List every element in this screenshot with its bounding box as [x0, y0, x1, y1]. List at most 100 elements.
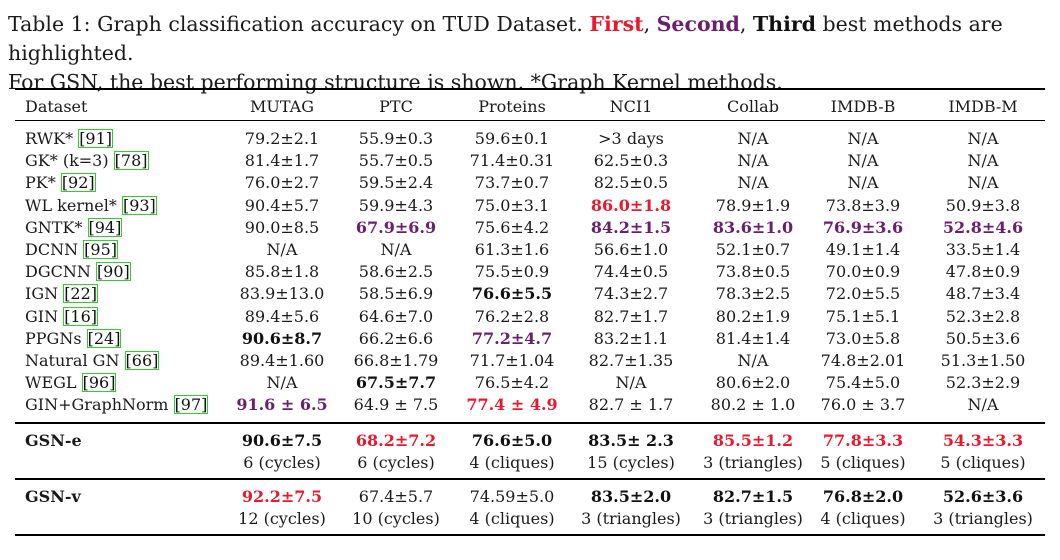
citation-link[interactable]: [16] [63, 306, 99, 326]
accuracy-cell: 90.6±7.5 [241, 431, 323, 450]
header-dataset: Dataset [25, 97, 88, 116]
accuracy-cell: 48.7±3.4 [945, 284, 1021, 304]
accuracy-cell: 81.4±1.4 [715, 328, 791, 348]
accuracy-cell: N/A [847, 129, 879, 148]
citation-link[interactable]: [66] [124, 351, 160, 370]
accuracy-cell: 67.5±7.7 [355, 373, 437, 393]
method-label: GK* (k=3) [25, 151, 114, 171]
caption-separator: , [739, 12, 753, 36]
table-row: DCNN [95] N/A N/A 61.3±1.6 56.6±1.0 52.1±0.7 4… [0, 239, 1060, 261]
header-cell: IMDB-M [948, 97, 1018, 116]
accuracy-cell: N/A [847, 173, 879, 193]
structure-cell: 5 (cliques) [940, 453, 1026, 472]
accuracy-cell: 80.6±2.0 [715, 373, 791, 393]
citation-link[interactable]: [92] [60, 173, 96, 193]
accuracy-cell: 72.0±5.5 [825, 284, 901, 304]
accuracy-cell: 58.6±2.5 [358, 262, 434, 282]
structure-cell: 3 (triangles) [581, 509, 681, 528]
structure-cell: 12 (cycles) [238, 509, 326, 528]
accuracy-cell: 52.1±0.7 [715, 240, 791, 259]
structure-cell: 4 (cliques) [820, 509, 906, 528]
citation-link[interactable]: [91] [78, 129, 114, 148]
accuracy-cell: 71.4±0.31 [469, 151, 555, 171]
accuracy-cell: 82.7±1.5 [712, 487, 794, 506]
header-cell: Proteins [478, 97, 546, 116]
method-label: IGN [25, 284, 64, 304]
accuracy-cell: 82.7±1.35 [588, 351, 674, 370]
citation-link[interactable]: [24] [86, 328, 122, 348]
accuracy-cell: 76.0±2.7 [244, 173, 320, 193]
citation-link[interactable]: [78] [113, 151, 149, 171]
method-name: GK* (k=3) [78] [25, 150, 149, 172]
table-row: GIN+GraphNorm [97] 91.6 ± 6.5 64.9 ± 7.5 77… [0, 394, 1060, 416]
structure-cell: 4 (cliques) [469, 453, 555, 472]
accuracy-cell: 73.7±0.7 [474, 173, 550, 193]
accuracy-cell: N/A [847, 151, 879, 171]
accuracy-cell: 56.6±1.0 [593, 240, 669, 259]
accuracy-cell: 77.8±3.3 [822, 431, 904, 450]
accuracy-cell: 66.2±6.6 [358, 328, 434, 348]
method-name: GNTK* [94] [25, 217, 123, 239]
accuracy-cell: N/A [737, 173, 769, 193]
citation-link[interactable]: [96] [81, 373, 117, 393]
method-label: GNTK* [25, 217, 88, 237]
accuracy-cell: 79.2±2.1 [244, 129, 320, 148]
method-label: DCNN [25, 240, 84, 259]
citation-link[interactable]: [22] [63, 284, 99, 304]
accuracy-cell: N/A [615, 373, 647, 393]
accuracy-cell: 68.2±7.2 [355, 431, 437, 450]
citation-link[interactable]: [93] [121, 195, 157, 215]
accuracy-cell: 64.9 ± 7.5 [353, 395, 439, 415]
gsn-separator-rule [15, 422, 1045, 424]
caption-second-label: Second [656, 12, 740, 36]
accuracy-cell: 49.1±1.4 [825, 240, 901, 259]
method-label: Natural GN [25, 351, 125, 370]
accuracy-cell: 85.5±1.2 [712, 431, 794, 450]
citation-link[interactable]: [94] [87, 217, 123, 237]
method-name: WEGL [96] [25, 372, 117, 394]
header-cell: PTC [379, 97, 413, 116]
accuracy-cell: 77.4 ± 4.9 [466, 395, 558, 415]
header-rule [15, 120, 1045, 121]
structure-cell: 5 (cliques) [820, 453, 906, 472]
accuracy-cell: 82.7±1.7 [593, 306, 669, 326]
accuracy-cell: 67.9±6.9 [355, 217, 437, 237]
accuracy-cell: 52.3±2.8 [945, 306, 1021, 326]
accuracy-cell: 76.0 ± 3.7 [820, 395, 906, 415]
method-name: RWK* [91] [25, 128, 114, 150]
accuracy-cell: 73.0±5.8 [825, 328, 901, 348]
accuracy-cell: 52.8±4.6 [942, 217, 1024, 237]
citation-link[interactable]: [97] [173, 395, 209, 415]
caption-text: Table 1: Graph classification accuracy o… [8, 12, 590, 36]
accuracy-cell: 71.7±1.04 [469, 351, 555, 370]
accuracy-cell: 75.5±0.9 [474, 262, 550, 282]
caption-line-2: For GSN, the best performing structure i… [8, 70, 783, 94]
accuracy-cell: 47.8±0.9 [945, 262, 1021, 282]
accuracy-cell: 52.6±3.6 [942, 487, 1024, 506]
table-row: PK* [92] 76.0±2.7 59.5±2.4 73.7±0.7 82.5±0.5… [0, 172, 1060, 194]
method-name: Natural GN [66] [25, 350, 160, 372]
citation-link[interactable]: [90] [95, 262, 131, 282]
accuracy-cell: 33.5±1.4 [945, 240, 1021, 259]
table-row: WEGL [96] N/A 67.5±7.7 76.5±4.2 N/A 80.6±2.0 7… [0, 372, 1060, 394]
caption-separator: , [643, 12, 657, 36]
accuracy-cell: 61.3±1.6 [474, 240, 550, 259]
accuracy-cell: 55.7±0.5 [358, 151, 434, 171]
structure-cell: 4 (cliques) [469, 509, 555, 528]
gsn-structure-row: 12 (cycles) 10 (cycles) 4 (cliques) 3 (tria… [0, 508, 1060, 530]
accuracy-cell: 78.3±2.5 [715, 284, 791, 304]
accuracy-cell: 85.8±1.8 [244, 262, 320, 282]
accuracy-cell: 91.6 ± 6.5 [236, 395, 328, 415]
accuracy-cell: 76.2±2.8 [474, 306, 550, 326]
accuracy-cell: 66.8±1.79 [353, 351, 439, 370]
accuracy-cell: 90.4±5.7 [244, 195, 320, 215]
accuracy-cell: 80.2 ± 1.0 [710, 395, 796, 415]
method-label: GIN+GraphNorm [25, 395, 174, 415]
accuracy-cell: 80.2±1.9 [715, 306, 791, 326]
accuracy-cell: 55.9±0.3 [358, 129, 434, 148]
gsn-row: GSN-e 90.6±7.5 68.2±7.2 76.6±5.0 83.5± 2.3 85… [0, 430, 1060, 452]
accuracy-cell: 75.0±3.1 [474, 195, 550, 215]
structure-cell: 3 (triangles) [703, 509, 803, 528]
accuracy-cell: 84.2±1.5 [590, 217, 672, 237]
citation-link[interactable]: [95] [83, 240, 118, 259]
